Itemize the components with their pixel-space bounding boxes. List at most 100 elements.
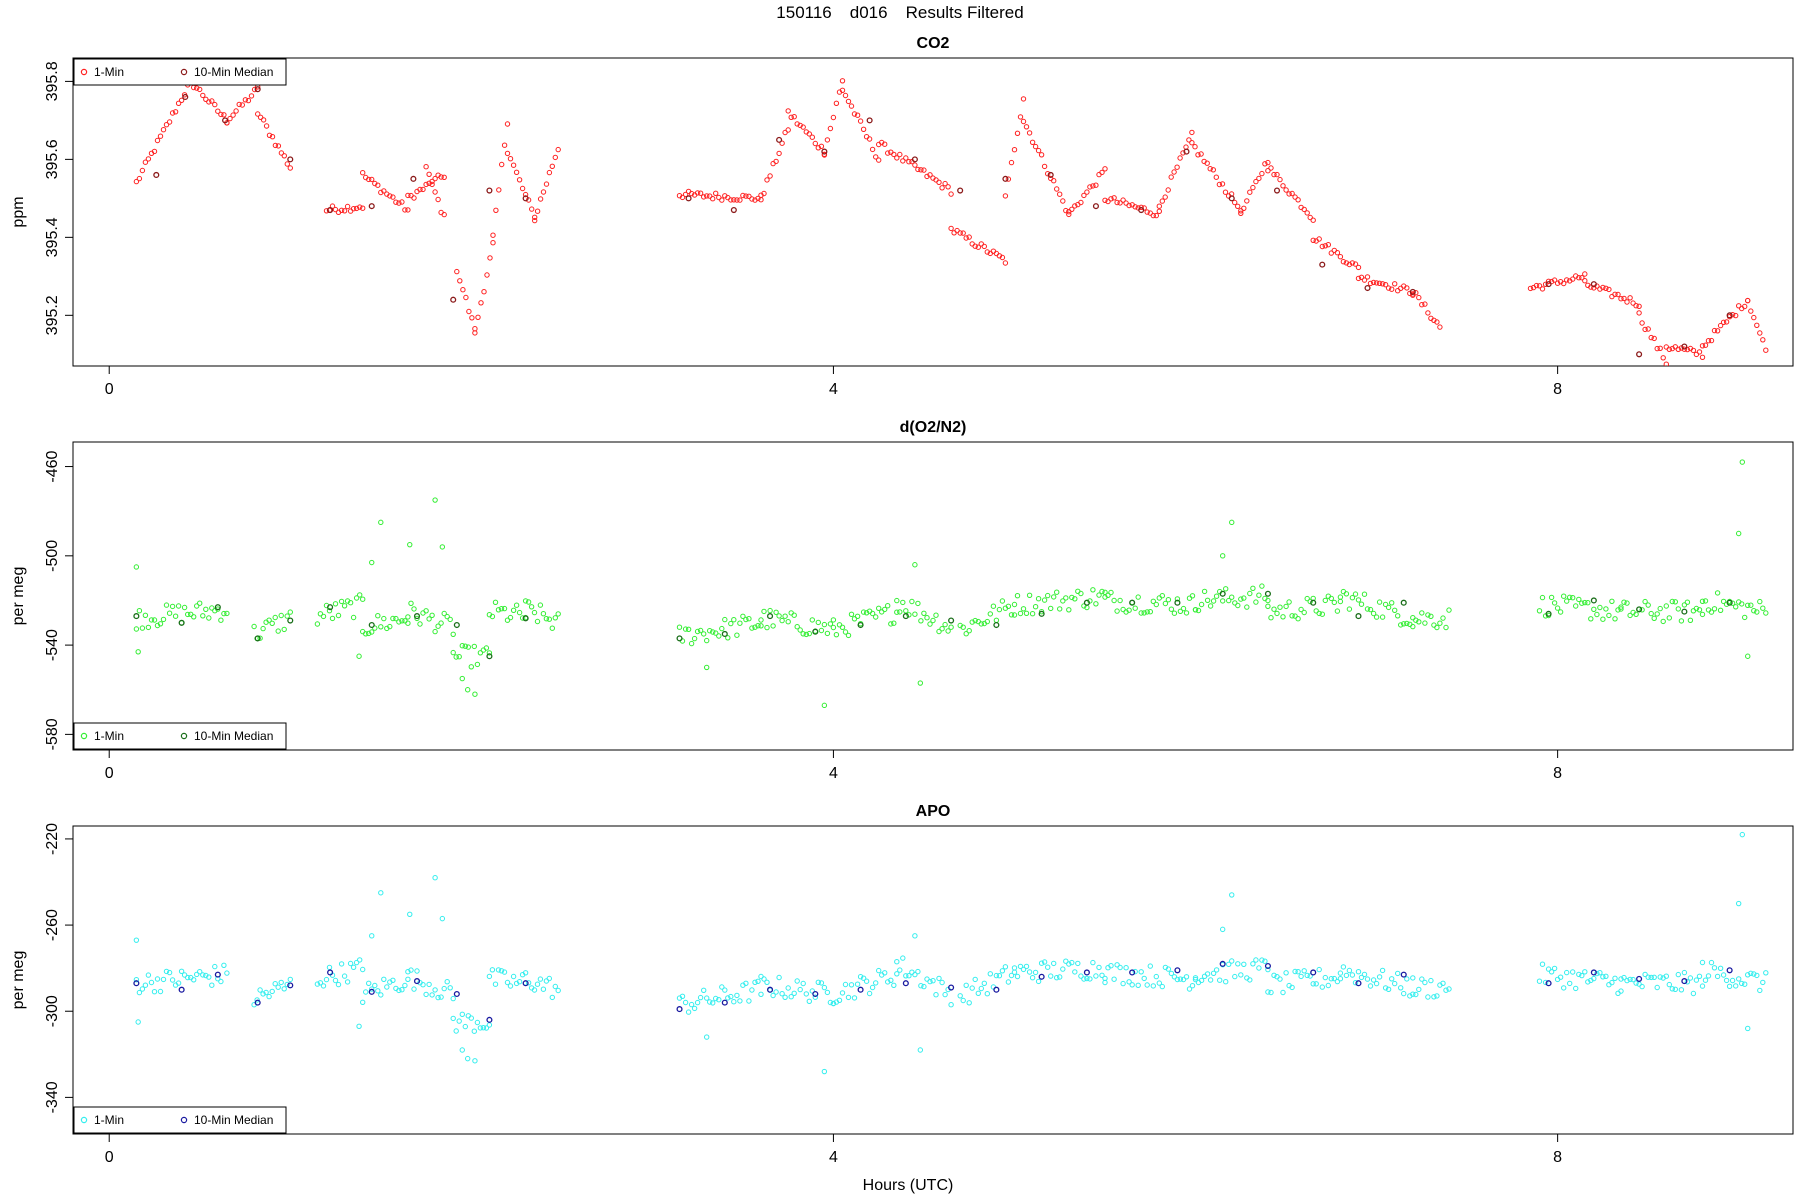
one-min-point <box>1256 965 1262 971</box>
one-min-point <box>420 982 426 988</box>
median-point <box>254 86 261 93</box>
one-min-point <box>1675 346 1682 352</box>
one-min-point <box>1337 598 1344 605</box>
one-min-point <box>504 617 511 623</box>
one-min-point <box>1117 200 1123 206</box>
one-min-point <box>1642 971 1648 978</box>
one-min-point <box>1057 191 1063 197</box>
one-min-point <box>314 621 321 627</box>
one-min-point <box>447 616 453 623</box>
one-min-point <box>785 108 791 114</box>
median-point <box>857 621 864 629</box>
one-min-point <box>1063 207 1069 214</box>
median-point <box>1228 195 1235 202</box>
one-min-point <box>921 610 927 616</box>
one-min-point <box>185 974 191 981</box>
one-min-point <box>1573 985 1579 992</box>
one-min-point <box>939 979 945 986</box>
one-min-point <box>1235 961 1241 967</box>
one-min-point <box>1156 595 1163 601</box>
one-min-point <box>1723 601 1730 607</box>
one-min-point <box>1159 593 1166 599</box>
one-min-point <box>185 611 191 618</box>
one-min-point <box>1392 607 1398 613</box>
panel-title-co2: CO2 <box>917 35 950 52</box>
one-min-point <box>1277 176 1283 183</box>
median-point <box>993 621 1000 629</box>
one-min-point <box>1425 994 1431 1000</box>
one-min-point <box>1180 976 1187 983</box>
median-point <box>486 1016 493 1023</box>
one-min-point <box>1213 174 1220 180</box>
median-point <box>522 615 529 622</box>
one-min-point <box>728 620 734 627</box>
one-min-point <box>1681 602 1688 608</box>
one-min-point <box>444 979 450 985</box>
one-min-point <box>1162 194 1168 200</box>
one-min-point <box>1253 599 1259 605</box>
one-min-point <box>1138 610 1144 616</box>
one-min-point <box>1711 606 1718 612</box>
one-min-point <box>275 628 281 634</box>
one-min-point <box>139 167 146 174</box>
one-min-point <box>996 606 1003 613</box>
one-min-point <box>1551 277 1558 283</box>
one-min-point <box>200 972 206 978</box>
one-min-point <box>1319 243 1326 250</box>
one-min-point <box>917 680 924 686</box>
legend-label: 10-Min Median <box>194 729 273 743</box>
one-min-point <box>1419 610 1425 616</box>
one-min-point <box>1232 199 1238 206</box>
one-min-point <box>1244 198 1250 204</box>
one-min-point <box>1054 975 1060 981</box>
one-min-point <box>1597 970 1603 976</box>
one-min-point <box>924 615 930 621</box>
one-min-point <box>800 124 806 130</box>
title-text: Results Filtered <box>906 3 1024 22</box>
one-min-point <box>749 987 755 993</box>
one-min-point <box>341 603 348 609</box>
one-min-point <box>722 987 728 993</box>
one-min-point <box>1395 613 1401 619</box>
one-min-point <box>978 621 984 627</box>
one-min-point <box>710 629 716 635</box>
one-min-point <box>1392 980 1398 987</box>
one-min-point <box>794 121 800 127</box>
one-min-point <box>1219 926 1226 933</box>
one-min-point <box>909 969 915 975</box>
one-min-point <box>1443 624 1449 631</box>
one-min-point <box>1434 993 1440 999</box>
one-min-point <box>405 192 411 199</box>
one-min-point <box>1618 988 1624 994</box>
one-min-point <box>1726 983 1733 989</box>
one-min-point <box>194 971 200 978</box>
one-min-point <box>848 103 855 109</box>
one-min-point <box>1147 963 1154 969</box>
one-min-point <box>854 613 861 619</box>
one-min-point <box>836 997 843 1003</box>
one-min-point <box>1717 965 1724 971</box>
one-min-point <box>426 171 432 178</box>
one-min-point <box>350 964 357 970</box>
one-min-point <box>1229 519 1235 526</box>
one-min-point <box>999 254 1006 261</box>
one-min-point <box>486 973 493 980</box>
one-min-point <box>353 595 360 601</box>
median-point <box>1138 207 1145 214</box>
one-min-point <box>906 612 912 618</box>
one-min-point <box>1389 600 1395 606</box>
one-min-point <box>818 627 825 634</box>
one-min-point <box>1684 346 1691 353</box>
one-min-point <box>876 605 882 611</box>
one-min-point <box>160 127 167 133</box>
one-min-point <box>1597 604 1603 611</box>
one-min-point <box>531 609 538 616</box>
one-min-point <box>1283 970 1289 976</box>
one-min-point <box>1729 600 1736 606</box>
one-min-point <box>439 915 446 922</box>
one-min-point <box>1180 605 1187 612</box>
one-min-point <box>1422 979 1428 986</box>
one-min-point <box>1069 594 1075 601</box>
one-min-point <box>317 611 324 617</box>
one-min-point <box>1714 590 1721 596</box>
